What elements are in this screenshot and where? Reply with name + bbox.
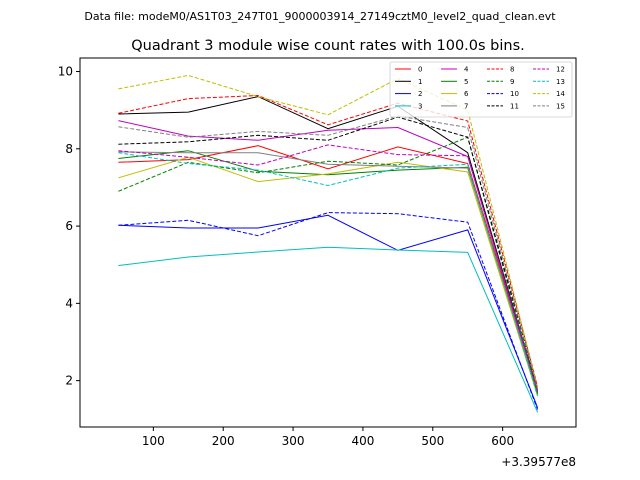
series-line-1 bbox=[118, 96, 539, 391]
y-tick-label-8: 8 bbox=[65, 142, 73, 156]
y-tick-label-10: 10 bbox=[58, 65, 73, 79]
x-tick-label-200: 200 bbox=[212, 434, 235, 448]
series-line-2 bbox=[118, 214, 539, 408]
legend-label-8: 8 bbox=[510, 66, 514, 74]
series-layer bbox=[118, 74, 539, 413]
x-tick-label-400: 400 bbox=[351, 434, 374, 448]
y-tick-label-6: 6 bbox=[65, 219, 73, 233]
y-tick-label-4: 4 bbox=[65, 296, 73, 310]
legend-box bbox=[389, 61, 573, 118]
chart-title: Quadrant 3 module wise count rates with … bbox=[131, 38, 525, 54]
series-line-8 bbox=[118, 94, 539, 387]
legend-label-9: 9 bbox=[510, 78, 514, 86]
series-line-15 bbox=[118, 115, 539, 390]
legend-label-7: 7 bbox=[464, 102, 468, 110]
legend-label-6: 6 bbox=[464, 90, 469, 98]
series-line-14 bbox=[118, 74, 539, 388]
series-line-10 bbox=[118, 212, 539, 410]
x-offset-label: +3.39577e8 bbox=[501, 455, 576, 469]
x-tick-label-100: 100 bbox=[142, 434, 165, 448]
series-line-13 bbox=[118, 152, 539, 397]
legend-label-0: 0 bbox=[418, 66, 422, 74]
series-line-12 bbox=[118, 144, 539, 392]
legend-label-4: 4 bbox=[464, 66, 469, 74]
x-tick-label-300: 300 bbox=[282, 434, 305, 448]
legend-label-13: 13 bbox=[556, 78, 565, 86]
series-line-6 bbox=[118, 156, 539, 397]
x-tick-label-500: 500 bbox=[421, 434, 444, 448]
legend-label-10: 10 bbox=[510, 90, 519, 98]
legend-label-5: 5 bbox=[464, 78, 468, 86]
legend-label-3: 3 bbox=[418, 102, 422, 110]
series-line-5 bbox=[118, 150, 539, 395]
figure-suptitle: Data file: modeM0/AS1T03_247T01_90000039… bbox=[84, 10, 556, 23]
legend-label-12: 12 bbox=[556, 66, 565, 74]
legend-label-2: 2 bbox=[418, 90, 422, 98]
series-line-11 bbox=[118, 116, 539, 389]
legend-label-14: 14 bbox=[556, 90, 565, 98]
y-tick-label-2: 2 bbox=[65, 374, 73, 388]
legend-label-15: 15 bbox=[556, 102, 565, 110]
x-tick-label-600: 600 bbox=[491, 434, 514, 448]
legend-label-1: 1 bbox=[418, 78, 422, 86]
legend-label-11: 11 bbox=[510, 102, 519, 110]
series-line-0 bbox=[118, 145, 539, 392]
series-line-3 bbox=[118, 246, 539, 413]
series-line-7 bbox=[118, 151, 539, 394]
plot-frame bbox=[79, 57, 577, 428]
